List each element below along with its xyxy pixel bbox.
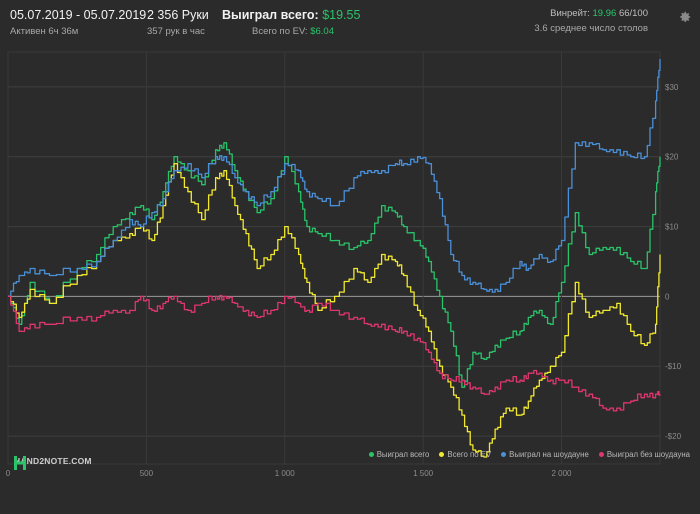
legend-dot-icon: [501, 452, 507, 457]
winrate-hands: 66/100: [618, 8, 648, 19]
x-tick-label: 0: [6, 469, 11, 478]
legend-dot-icon: [598, 452, 604, 457]
y-tick-label: $20: [665, 153, 679, 162]
legend-label: Выиграл всего: [376, 450, 430, 459]
legend-dot-icon: [368, 452, 374, 457]
ev-total: Всего по EV: $6.04: [222, 26, 334, 37]
x-tick-label: 1 000: [275, 469, 296, 478]
won-label: Выиграл всего:: [222, 8, 319, 22]
series-lines: [8, 59, 661, 458]
series-line: [8, 294, 661, 412]
grid: [7, 51, 661, 465]
y-tick-label: -$10: [665, 362, 682, 371]
winrate-label: Винрейт:: [550, 8, 590, 19]
hands-per-hour: 357 рук в час: [147, 26, 205, 37]
winrate-value: 19.96: [592, 8, 617, 19]
hand2note-logo-icon: [14, 456, 26, 470]
hand2note-logo: HAND2NOTE.COM: [14, 456, 92, 470]
legend-item[interactable]: Всего по EV: [439, 450, 491, 459]
x-tick-label: 500: [140, 469, 154, 478]
ev-label: Всего по EV:: [252, 26, 308, 37]
legend-item[interactable]: Выиграл всего: [368, 450, 430, 459]
ev-value: $6.04: [310, 26, 334, 37]
plot-frame: [7, 51, 661, 465]
active-time: Активен 6ч 36м: [10, 26, 79, 37]
stats-header: 05.07.2019 - 05.07.2019 Активен 6ч 36м 2…: [0, 0, 700, 44]
series-line: [8, 142, 661, 388]
chart-legend: Выиграл всего Всего по EV Выиграл на шоуда…: [368, 450, 690, 459]
won-total: Выиграл всего: $19.55: [222, 8, 360, 22]
legend-dot-icon: [439, 452, 445, 457]
y-tick-label: $30: [665, 83, 679, 92]
hands-block: 2 356 Руки 357 рук в час: [147, 8, 209, 37]
avg-tables: 3.6 среднее число столов: [534, 23, 648, 34]
series-line: [8, 163, 661, 458]
series-line: [8, 59, 661, 298]
won-value: $19.55: [322, 8, 361, 22]
winrate-block: Винрейт: 19.96 66/100 3.6 среднее число …: [534, 8, 648, 34]
date-block: 05.07.2019 - 05.07.2019 Активен 6ч 36м: [10, 8, 146, 37]
legend-label: Всего по EV: [447, 450, 492, 459]
logo-text: HAND2NOTE.COM: [14, 456, 92, 466]
y-tick-label: 0: [665, 292, 670, 301]
legend-item[interactable]: Выиграл на шоудауне: [501, 450, 589, 459]
date-range: 05.07.2019 - 05.07.2019: [10, 8, 147, 22]
legend-label: Выиграл на шоудауне: [509, 450, 589, 459]
chart-canvas: -$20 -$10 0 $10 $20 $30 0 500 1 000 1 500 2 000: [6, 51, 682, 478]
gear-icon[interactable]: [678, 10, 692, 24]
axis-labels: -$20 -$10 0 $10 $20 $30 0 500 1 000 1 500 2 000: [6, 83, 682, 478]
y-tick-label: $10: [665, 223, 679, 232]
y-tick-label: -$20: [665, 432, 682, 441]
profit-chart: -$20 -$10 0 $10 $20 $30 0 500 1 000 1 500 2 000 HA…: [0, 44, 700, 514]
legend-label: Выиграл без шоудауна: [606, 450, 690, 459]
winnings-block: Выиграл всего: $19.55 Всего по EV: $6.04: [222, 8, 360, 37]
winrate: Винрейт: 19.96 66/100: [534, 8, 648, 19]
hands-count: 2 356 Руки: [147, 8, 209, 22]
legend-item[interactable]: Выиграл без шоудауна: [598, 450, 690, 459]
x-tick-label: 1 500: [413, 469, 434, 478]
x-tick-label: 2 000: [551, 469, 572, 478]
